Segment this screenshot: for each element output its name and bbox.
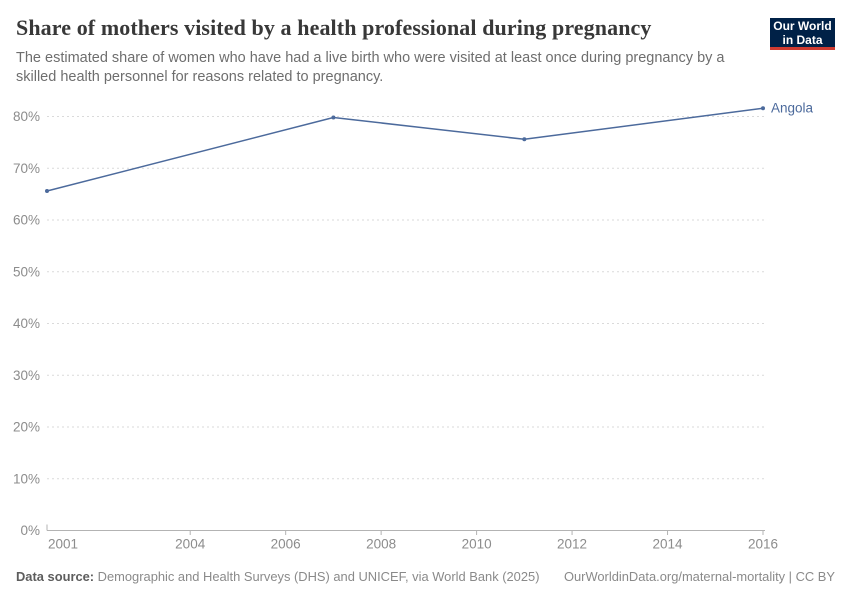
- y-axis-tick-label: 0%: [20, 523, 40, 538]
- data-source-label: Data source:: [16, 569, 95, 584]
- y-axis-tick-label: 50%: [13, 264, 40, 279]
- x-axis-tick-label: 2014: [653, 537, 684, 552]
- chart-title: Share of mothers visited by a health pro…: [16, 15, 652, 40]
- x-axis-tick-label: 2006: [271, 537, 301, 552]
- chart-footer: Data source: Demographic and Health Surv…: [16, 569, 835, 585]
- x-axis-tick-label: 2012: [557, 537, 587, 552]
- x-axis-tick-label: 2016: [748, 537, 778, 552]
- x-axis-tick-label: 2001: [48, 537, 78, 552]
- chart-subtitle: The estimated share of women who have ha…: [16, 50, 725, 85]
- y-axis-tick-label: 80%: [13, 109, 40, 124]
- x-axis-tick-label: 2010: [462, 537, 492, 552]
- x-axis-tick-label: 2008: [366, 537, 396, 552]
- owid-logo-line1: Our World: [773, 18, 832, 33]
- data-source-text: Demographic and Health Surveys (DHS) and…: [94, 569, 540, 584]
- y-axis-tick-label: 70%: [13, 161, 40, 176]
- data-point: [761, 106, 765, 111]
- y-axis-tick-label: 40%: [13, 316, 40, 331]
- series-end-label: Angola: [771, 101, 814, 116]
- data-point: [522, 137, 527, 142]
- owid-logo: Our World in Data: [770, 18, 835, 50]
- x-axis-tick-label: 2004: [175, 537, 206, 552]
- series-line-angola: [46, 107, 764, 192]
- data-point: [45, 189, 49, 194]
- y-axis-tick-label: 10%: [13, 471, 40, 486]
- y-axis-tick-label: 20%: [13, 420, 40, 435]
- y-axis-tick-label: 30%: [13, 368, 40, 383]
- y-axis-tick-label: 60%: [13, 213, 40, 228]
- license-credit: OurWorldinData.org/maternal-mortality | …: [563, 569, 835, 584]
- owid-logo-line2: in Data: [782, 32, 823, 47]
- data-point: [331, 115, 336, 120]
- data-source: Data source: Demographic and Health Surv…: [16, 569, 539, 585]
